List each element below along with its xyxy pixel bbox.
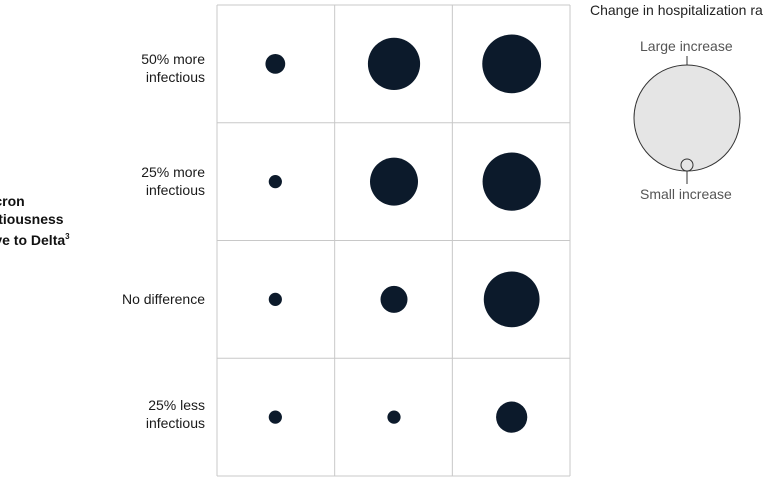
legend-large-circle	[633, 64, 741, 172]
bubble-r4-c2	[387, 410, 401, 424]
bubble-r4-c3	[496, 401, 528, 433]
legend-title: Change in hospitalization ra	[590, 2, 763, 18]
bubble-r3-c3	[483, 271, 540, 328]
bubble-r2-c1	[268, 175, 282, 189]
bubble-r1-c1	[265, 53, 286, 74]
row-label-1: 50% more infectious	[141, 51, 205, 85]
legend-small-label: Small increase	[640, 186, 732, 202]
y-axis-title-footnote: 3	[65, 232, 70, 241]
y-axis-title-line-2: fectiousness	[0, 211, 64, 227]
bubble-r1-c2	[367, 37, 421, 90]
bubble-r3-c1	[268, 292, 282, 306]
bubble-r2-c2	[370, 157, 419, 206]
y-axis-title-line-3: ative to Delta3	[0, 228, 118, 249]
bubble-r2-c3	[482, 152, 541, 211]
row-label-3: No difference	[121, 291, 205, 307]
row-label-2: 25% more infectious	[141, 164, 205, 198]
row-label-4: 25% less infectious	[145, 397, 205, 431]
y-axis-title-line-1: micron	[0, 193, 25, 209]
bubble-r4-c1	[268, 410, 282, 424]
legend-large-label: Large increase	[640, 38, 733, 54]
y-axis-title: micron fectiousness ative to Delta3	[0, 192, 118, 249]
y-axis-title-line-3-text: ative to Delta	[0, 232, 66, 248]
bubble-r3-c2	[380, 285, 408, 313]
bubble-r1-c3	[482, 34, 542, 94]
